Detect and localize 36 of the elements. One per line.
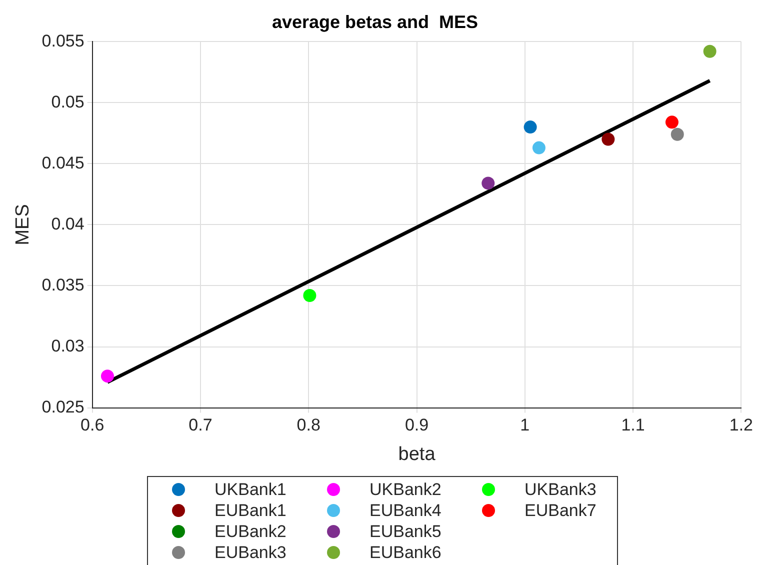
- legend-label: EUBank2: [214, 522, 286, 542]
- y-tick-label: 0.05: [51, 92, 84, 112]
- point: [665, 116, 678, 129]
- point: [532, 141, 546, 154]
- x-axis-title: beta: [398, 444, 436, 465]
- point: [703, 44, 716, 58]
- y-tick-label: 0.045: [42, 153, 84, 172]
- point: [303, 289, 316, 302]
- y-tick-label: 0.055: [42, 31, 84, 50]
- legend-label: UKBank1: [214, 480, 286, 500]
- point: [602, 132, 615, 146]
- y-tick-label: 0.04: [51, 214, 84, 234]
- point: [100, 370, 114, 383]
- x-tick-label: 0.8: [296, 416, 320, 435]
- x-tick-label: 1.2: [729, 416, 754, 435]
- x-tick-label: 0.9: [404, 416, 429, 435]
- y-axis-title: MES: [12, 204, 34, 246]
- legend-label: EUBank1: [214, 500, 286, 520]
- x-tick-label: 0.6: [80, 416, 104, 435]
- y-tick-label: 0.025: [42, 397, 84, 416]
- y-tick-label: 0.035: [42, 275, 84, 294]
- legend-label: EUBank4: [370, 500, 442, 520]
- point: [670, 128, 684, 141]
- x-tick-label: 1.1: [621, 416, 645, 435]
- legend-label: UKBank3: [524, 480, 596, 500]
- legend-label: EUBank3: [214, 542, 286, 562]
- legend-label: EUBank7: [524, 500, 596, 520]
- y-tick-label: 0.03: [51, 336, 84, 356]
- legend-label: EUBank5: [370, 522, 442, 542]
- legend-label: EUBank6: [370, 542, 442, 562]
- legend-label: UKBank2: [370, 480, 442, 500]
- x-tick-label: 1: [520, 416, 530, 435]
- x-tick-label: 0.7: [188, 416, 212, 435]
- point: [524, 120, 537, 134]
- chart-title: average betas and MES: [272, 12, 478, 32]
- point: [482, 176, 495, 190]
